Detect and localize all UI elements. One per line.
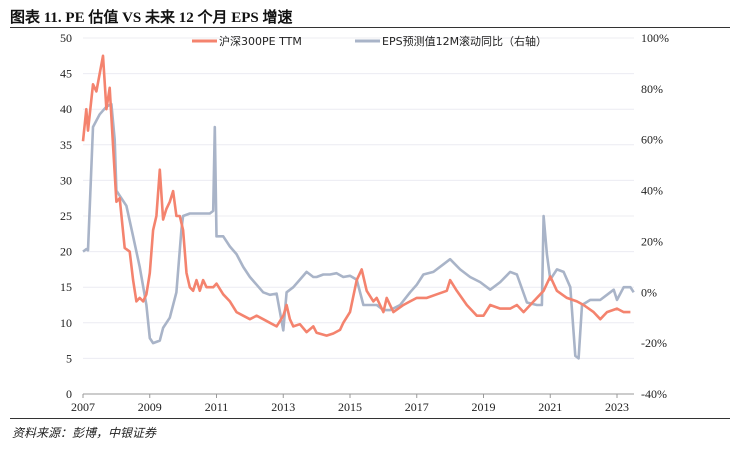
series-line-eps-growth — [82, 102, 635, 360]
x-tick-label: 2017 — [405, 400, 429, 414]
y-tick-label: 30 — [60, 173, 72, 187]
x-tick-label: 2013 — [271, 400, 295, 414]
top-divider — [10, 27, 730, 28]
y2-tick-label: 60% — [641, 133, 663, 147]
x-tick-label: 2015 — [338, 400, 362, 414]
y-tick-label: 45 — [60, 67, 72, 81]
y2-tick-label: 100% — [641, 31, 669, 45]
y-tick-label: 10 — [60, 316, 72, 330]
source-note: 资料来源：彭博，中银证券 — [12, 426, 157, 440]
x-tick-label: 2011 — [205, 400, 229, 414]
y-tick-label: 40 — [60, 102, 72, 116]
legend-label: 沪深300PE TTM — [219, 34, 302, 48]
series-line-pe-ttm — [81, 54, 631, 337]
x-tick-label: 2019 — [472, 400, 496, 414]
y2-tick-label: 80% — [641, 82, 663, 96]
y2-tick-label: 20% — [641, 234, 663, 248]
chart-title: 图表 11. PE 估值 VS 未来 12 个月 EPS 增速 — [10, 10, 293, 26]
x-tick-label: 2021 — [538, 400, 562, 414]
x-tick-label: 2009 — [138, 400, 162, 414]
y-tick-label: 20 — [60, 245, 72, 259]
y-tick-label: 15 — [60, 280, 72, 294]
y-tick-label: 35 — [60, 138, 72, 152]
y-tick-label: 50 — [60, 31, 72, 45]
bottom-divider — [10, 418, 730, 419]
x-tick-label: 2007 — [71, 400, 95, 414]
y-tick-label: 25 — [60, 209, 72, 223]
chart: 0 5 10 15 20 25 30 35 40 45 50 -40% -20% 0% 20% 40% 60% 8… — [60, 31, 669, 414]
y2-tick-label: 40% — [641, 184, 663, 198]
x-tick-label: 2023 — [605, 400, 629, 414]
y2-tick-label: -40% — [641, 387, 667, 401]
y-tick-label: 0 — [66, 387, 72, 401]
legend-label: EPS预测值12M滚动同比（右轴） — [382, 34, 547, 48]
y-tick-label: 5 — [66, 351, 72, 365]
y2-tick-label: -20% — [641, 336, 667, 350]
y2-tick-label: 0% — [641, 285, 657, 299]
